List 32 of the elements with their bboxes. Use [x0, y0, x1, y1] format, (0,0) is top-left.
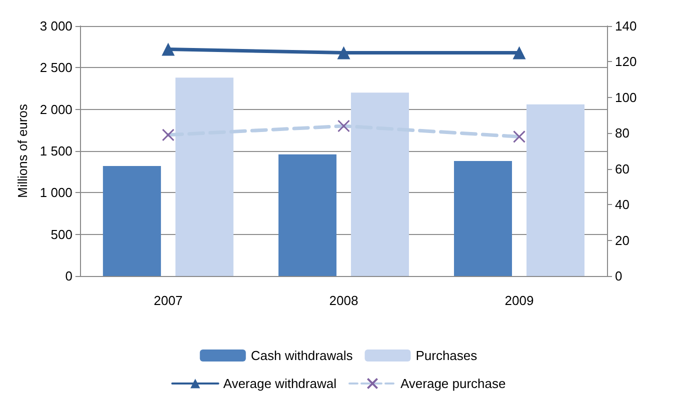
- y2-tick-label: 140: [615, 18, 637, 34]
- legend-label: Average withdrawal: [223, 376, 337, 391]
- y2-tick-label: 100: [615, 90, 637, 105]
- y2-tick-label: 0: [615, 268, 622, 284]
- y-tick-label: 0: [65, 268, 72, 284]
- bar: [175, 78, 234, 276]
- point: [162, 42, 175, 56]
- legend-label: Average purchase: [400, 376, 506, 391]
- point: [512, 46, 526, 60]
- y2-tick-label: 120: [615, 54, 637, 70]
- x-tick-label: 2007: [154, 293, 183, 308]
- y-tick-label: 2 500: [40, 60, 72, 76]
- point: [337, 46, 350, 60]
- bar: [350, 92, 409, 276]
- bar: [278, 154, 336, 276]
- y-tick-label: 500: [50, 226, 72, 242]
- y2-tick-label: 80: [615, 126, 630, 141]
- y-tick-label: 2 000: [40, 102, 72, 117]
- bar: [102, 166, 161, 276]
- y-tick-label: 3 000: [40, 18, 72, 34]
- x-tick-label: 2009: [504, 293, 534, 308]
- legend-label: Cash withdrawals: [250, 348, 354, 363]
- y-tick-label: 1 000: [40, 185, 72, 200]
- x-tick-label: 2008: [329, 293, 358, 308]
- bar: [526, 104, 584, 276]
- bar: [454, 161, 512, 276]
- y2-tick-label: 20: [615, 232, 630, 248]
- y2-tick-label: 40: [615, 197, 630, 212]
- y-tick-label: 1 500: [40, 144, 72, 158]
- y2-tick-label: 60: [615, 161, 630, 176]
- legend-label: Purchases: [416, 348, 478, 363]
- y-axis-title: Millions of euros: [15, 104, 30, 198]
